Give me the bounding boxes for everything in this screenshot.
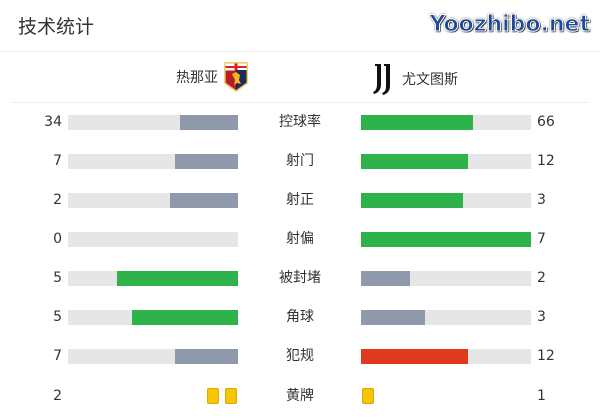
away-bar-fill: [361, 115, 474, 130]
stat-row: 0 射偏 7: [0, 229, 600, 249]
stat-label: 控球率: [279, 114, 321, 130]
home-bar: [68, 115, 238, 130]
home-bar: [68, 154, 238, 169]
away-bar: [361, 349, 531, 364]
away-value: 12: [537, 153, 555, 169]
stat-row: 5 被封堵 2: [0, 268, 600, 288]
stat-row: 2 射正 3: [0, 190, 600, 210]
away-bar-fill: [361, 349, 469, 364]
away-bar-fill: [361, 154, 469, 169]
away-value: 12: [537, 348, 555, 364]
stat-row: 34 控球率 66: [0, 112, 600, 132]
away-bar-fill: [361, 232, 531, 247]
away-value: 2: [537, 270, 546, 286]
yellow-card-icon: [225, 388, 237, 404]
away-bar: [361, 271, 531, 286]
yellow-card-icon: [207, 388, 219, 404]
yellow-card-icon: [362, 388, 374, 404]
home-value: 0: [53, 231, 62, 247]
stat-label: 犯规: [286, 348, 314, 364]
away-value: 7: [537, 231, 546, 247]
teams-header: 热那亚 尤文图斯: [0, 58, 600, 98]
away-team-name: 尤文图斯: [402, 72, 458, 88]
stat-label: 黄牌: [286, 388, 314, 404]
home-value: 2: [53, 388, 62, 404]
away-bar-fill: [361, 310, 425, 325]
away-value: 3: [537, 309, 546, 325]
stat-label: 射正: [286, 192, 314, 208]
home-bar: [68, 271, 238, 286]
home-bar-fill: [116, 271, 238, 286]
stat-label: 被封堵: [279, 270, 321, 286]
away-team[interactable]: 尤文图斯: [372, 62, 458, 96]
away-bar-fill: [361, 193, 463, 208]
home-value: 34: [44, 114, 62, 130]
away-value: 1: [537, 388, 546, 404]
away-bar: [361, 115, 531, 130]
home-bar: [68, 193, 238, 208]
stat-label: 射门: [286, 153, 314, 169]
watermark: Yoozhibo.net: [429, 12, 590, 38]
stat-label: 角球: [286, 309, 314, 325]
genoa-crest-icon: [224, 62, 248, 92]
away-value: 3: [537, 192, 546, 208]
home-value: 5: [53, 270, 62, 286]
home-bar-fill: [175, 349, 238, 364]
away-bar: [361, 193, 531, 208]
stat-row: 7 犯规 12: [0, 346, 600, 366]
home-bar-fill: [131, 310, 238, 325]
home-bar: [68, 310, 238, 325]
away-bar: [361, 154, 531, 169]
away-bar-fill: [361, 271, 410, 286]
away-value: 66: [537, 114, 555, 130]
home-value: 5: [53, 309, 62, 325]
home-team-name: 热那亚: [176, 70, 218, 86]
stat-row-yellow-cards: 2 黄牌 1: [0, 386, 600, 406]
home-value: 2: [53, 192, 62, 208]
home-team[interactable]: 热那亚: [176, 62, 248, 92]
juventus-crest-icon: [373, 64, 390, 95]
home-bar-fill: [180, 115, 238, 130]
home-bar-fill: [175, 154, 238, 169]
home-bar-fill: [170, 193, 238, 208]
stat-label: 射偏: [286, 231, 314, 247]
home-value: 7: [53, 348, 62, 364]
away-bar: [361, 310, 531, 325]
stat-row: 7 射门 12: [0, 151, 600, 171]
away-bar: [361, 232, 531, 247]
home-bar: [68, 349, 238, 364]
home-value: 7: [53, 153, 62, 169]
home-bar: [68, 232, 238, 247]
stat-row: 5 角球 3: [0, 307, 600, 327]
divider: [12, 102, 588, 103]
page-title: 技术统计: [18, 16, 95, 38]
divider: [0, 51, 600, 52]
